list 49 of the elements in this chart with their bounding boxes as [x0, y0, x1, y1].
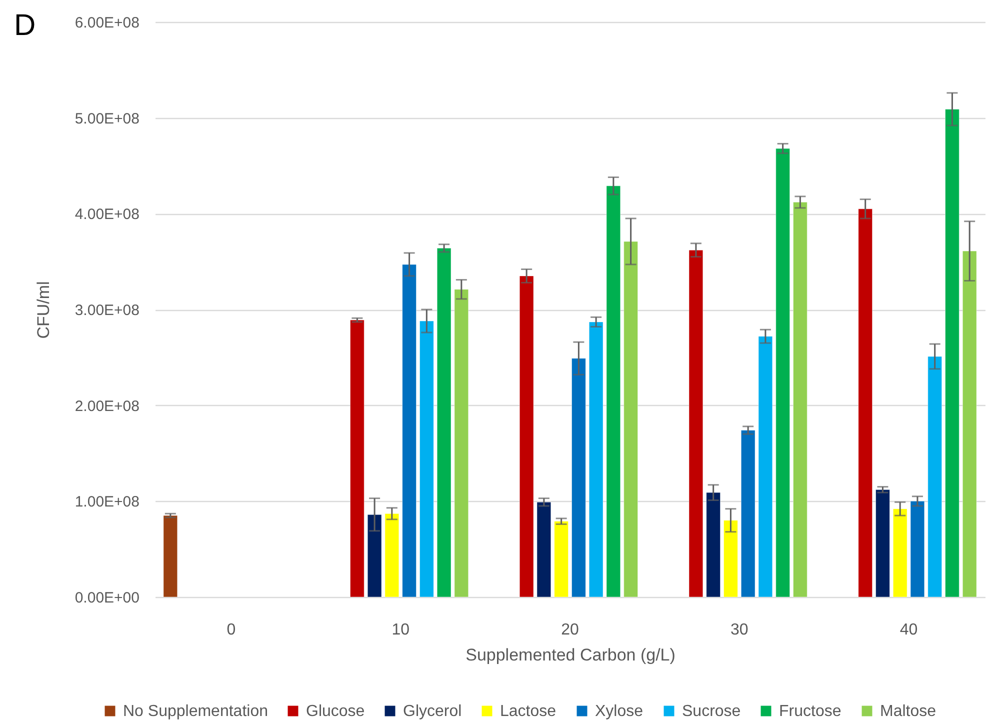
- legend-label: Lactose: [500, 703, 556, 720]
- bar: [792, 202, 808, 598]
- y-axis-title: CFU/ml: [34, 281, 53, 339]
- bar: [892, 508, 908, 598]
- y-tick-label: 2.00E+08: [74, 398, 140, 415]
- bar: [724, 520, 738, 598]
- x-tick-label: 10: [392, 622, 410, 638]
- bar: [688, 250, 704, 598]
- bar: [436, 248, 452, 598]
- x-tick-label: 0: [226, 622, 236, 638]
- bar: [776, 148, 790, 598]
- x-tick-label: 20: [561, 622, 579, 638]
- y-tick-label: 4.00E+08: [74, 206, 140, 224]
- bar: [624, 241, 638, 598]
- bar: [454, 289, 469, 598]
- bar: [910, 500, 925, 598]
- legend-label: Maltose: [880, 703, 936, 720]
- bar: [606, 186, 621, 598]
- y-tick-label: 0.00E+00: [74, 590, 140, 606]
- legend-label: Xylose: [595, 703, 644, 720]
- bar: [945, 108, 960, 598]
- bar: [928, 356, 942, 598]
- x-axis-title: Supplemented Carbon (g/L): [466, 646, 676, 664]
- y-tick-label: 3.00E+08: [74, 302, 140, 319]
- bar: [554, 521, 569, 598]
- x-tick-label: 30: [730, 622, 748, 638]
- bar: [740, 430, 756, 598]
- legend-label: Fructose: [779, 703, 842, 720]
- bar: [758, 336, 773, 598]
- bar: [536, 502, 552, 598]
- bar: [858, 208, 873, 598]
- bar: [571, 358, 586, 598]
- y-tick-label: 6.00E+08: [74, 14, 140, 32]
- bar: [367, 514, 382, 598]
- legend-label: Sucrose: [682, 703, 741, 720]
- x-tick-label: 40: [900, 622, 918, 638]
- legend-label: Glycerol: [403, 703, 462, 720]
- chart-title: D: [14, 9, 36, 42]
- y-tick-label: 1.00E+08: [74, 494, 140, 511]
- bar: [402, 264, 416, 598]
- legend-label: Glucose: [306, 703, 365, 720]
- bar: [519, 276, 534, 598]
- bar: [419, 320, 434, 598]
- bar: [384, 513, 400, 598]
- legend-label: No Supplementation: [123, 703, 268, 720]
- y-tick-label: 5.00E+08: [74, 110, 140, 128]
- bar: [706, 492, 721, 598]
- bar: [962, 250, 977, 598]
- bar: [588, 322, 604, 598]
